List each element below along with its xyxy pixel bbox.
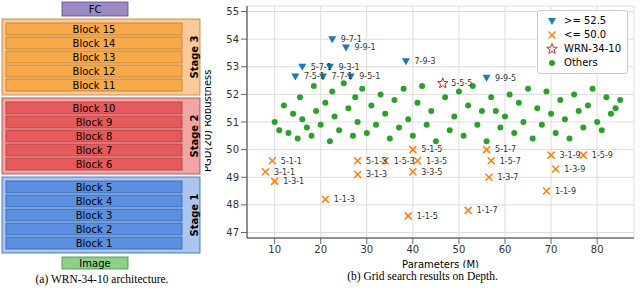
svg-text:PGD(20) Robustness: PGD(20) Robustness: [205, 69, 213, 172]
svg-text:9-5-1: 9-5-1: [359, 72, 380, 81]
svg-text:54: 54: [226, 34, 239, 45]
svg-text:1-5-7: 1-5-7: [500, 157, 521, 166]
svg-text:5-1-5: 5-1-5: [421, 145, 442, 154]
svg-text:80: 80: [591, 244, 604, 255]
svg-text:Block 7: Block 7: [76, 145, 113, 156]
svg-text:5-7-1: 5-7-1: [311, 63, 332, 72]
svg-text:48: 48: [226, 199, 239, 210]
svg-text:1-3-5: 1-3-5: [426, 157, 447, 166]
svg-text:9-9-5: 9-9-5: [495, 74, 516, 83]
svg-text:7-9-3: 7-9-3: [414, 57, 435, 66]
svg-text:1-1-7: 1-1-7: [477, 206, 498, 215]
html-text:>= 52.5: >= 52.5: [564, 15, 607, 26]
svg-text:3-1-3: 3-1-3: [366, 170, 387, 179]
svg-text:9-7-1: 9-7-1: [340, 35, 362, 44]
svg-text:47: 47: [226, 227, 239, 238]
svg-text:Block 15: Block 15: [73, 24, 116, 35]
svg-text:Block 8: Block 8: [76, 131, 113, 142]
svg-text:5-1-3: 5-1-3: [366, 157, 387, 166]
svg-text:7-7-1: 7-7-1: [332, 72, 353, 81]
svg-text:9-9-1: 9-9-1: [355, 43, 376, 52]
svg-text:Block 12: Block 12: [73, 66, 116, 77]
svg-text:1-1-9: 1-1-9: [555, 187, 576, 196]
svg-text:Block 10: Block 10: [73, 103, 116, 114]
html-text:Others: Others: [564, 57, 598, 68]
svg-text:1-1-3: 1-1-3: [334, 195, 355, 204]
svg-text:Image: Image: [79, 258, 110, 269]
svg-text:60: 60: [499, 244, 512, 255]
svg-text:Parameters (M): Parameters (M): [402, 259, 479, 268]
svg-text:51: 51: [226, 117, 239, 128]
svg-text:7-5-1: 7-5-1: [304, 72, 325, 81]
svg-text:Block 6: Block 6: [76, 159, 113, 170]
svg-text:55: 55: [226, 6, 239, 17]
svg-text:1-3-9: 1-3-9: [564, 165, 585, 174]
svg-text:1-5-9: 1-5-9: [592, 151, 613, 160]
svg-text:20: 20: [314, 244, 327, 255]
svg-text:Block 4: Block 4: [76, 196, 113, 207]
svg-text:3-1-1: 3-1-1: [274, 168, 295, 177]
svg-text:49: 49: [226, 172, 239, 183]
svg-text:Block 5: Block 5: [76, 182, 113, 193]
svg-text:Stage 3: Stage 3: [189, 35, 200, 78]
svg-text:50: 50: [453, 244, 466, 255]
svg-text:1-3-1: 1-3-1: [283, 177, 304, 186]
svg-text:50: 50: [226, 144, 239, 155]
svg-text:5-5-5: 5-5-5: [451, 79, 472, 88]
svg-text:Block 13: Block 13: [73, 52, 116, 63]
svg-text:5-1-7: 5-1-7: [495, 145, 516, 154]
svg-text:3-3-5: 3-3-5: [421, 168, 442, 177]
svg-text:3-1-9: 3-1-9: [560, 151, 581, 160]
svg-text:1-1-5: 1-1-5: [417, 212, 438, 221]
svg-text:52: 52: [226, 89, 239, 100]
svg-text:9-3-1: 9-3-1: [338, 63, 359, 72]
svg-text:10: 10: [268, 244, 281, 255]
svg-text:(a) WRN-34-10 architecture.: (a) WRN-34-10 architecture.: [36, 273, 169, 286]
html-text:<= 50.0: <= 50.0: [564, 29, 607, 40]
html-text:WRN-34-10: WRN-34-10: [564, 43, 621, 54]
html-text:(b) Grid search results on Dep: (b) Grid search results on Depth.: [347, 270, 498, 282]
svg-text:30: 30: [360, 244, 373, 255]
svg-text:1-3-7: 1-3-7: [497, 173, 518, 182]
svg-text:Block 1: Block 1: [76, 238, 113, 249]
svg-text:Block 3: Block 3: [76, 210, 113, 221]
svg-text:Stage 2: Stage 2: [189, 114, 200, 157]
svg-text:Block 2: Block 2: [76, 224, 113, 235]
svg-text:53: 53: [226, 61, 239, 72]
svg-text:5-1-1: 5-1-1: [281, 157, 302, 166]
svg-text:Block 11: Block 11: [73, 80, 116, 91]
svg-text:70: 70: [545, 244, 558, 255]
svg-text:Block 14: Block 14: [73, 38, 116, 49]
svg-text:Stage 1: Stage 1: [189, 193, 200, 236]
svg-text:1-5-3: 1-5-3: [394, 157, 415, 166]
svg-text:FC: FC: [89, 4, 102, 15]
svg-text:40: 40: [406, 244, 419, 255]
svg-text:Block 9: Block 9: [76, 117, 113, 128]
